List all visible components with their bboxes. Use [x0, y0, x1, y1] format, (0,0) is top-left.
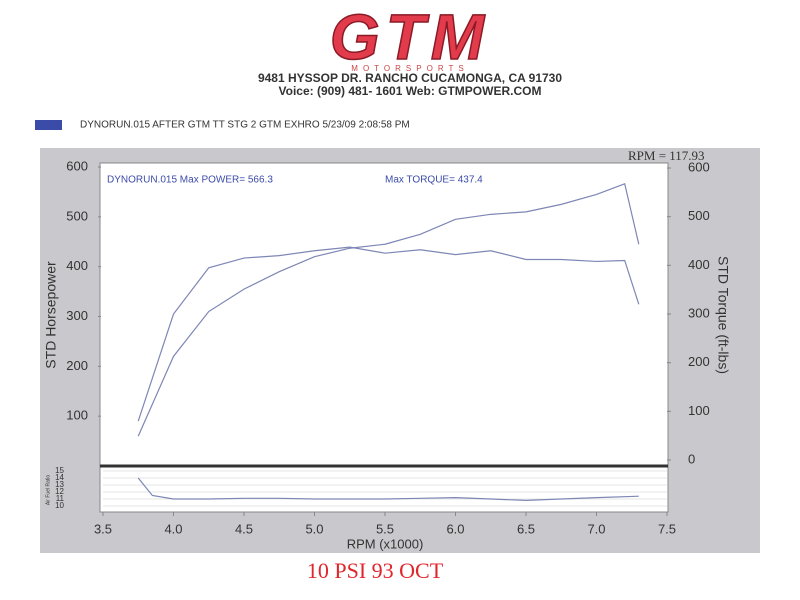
y-tick-label: 100 — [66, 408, 88, 423]
annotation: DYNORUN.015 Max POWER= 566.3 — [107, 175, 273, 186]
x-tick-label: 6.5 — [517, 521, 535, 536]
afr-plot-area — [99, 466, 669, 513]
x-tick-label: 7.5 — [658, 521, 676, 536]
y-tick-label: 15 — [55, 466, 64, 475]
y-tick-label: 300 — [66, 308, 88, 323]
x-tick-label: 4.0 — [164, 521, 182, 536]
y-tick-label: 13 — [55, 480, 64, 489]
logo: GTM — [330, 1, 490, 73]
y2-axis-label: STD Torque (ft-lbs) — [715, 256, 731, 374]
annotation: Max TORQUE= 437.4 — [385, 175, 483, 186]
x-tick-label: 4.5 — [235, 521, 253, 536]
y-axis-label: STD Horsepower — [43, 261, 59, 369]
data-line — [137, 477, 639, 502]
data-line — [137, 182, 640, 437]
logo-sub: MOTORSPORTS — [351, 64, 468, 73]
x-tick-label: 3.5 — [94, 521, 112, 536]
contact: Voice: (909) 481- 1601 Web: GTMPOWER.COM — [279, 84, 542, 98]
y-tick-label: 400 — [66, 258, 88, 273]
footer-note: 10 PSI 93 OCT — [307, 558, 444, 583]
y2-tick-label: 500 — [688, 208, 710, 223]
y2-tick-label: 400 — [688, 257, 710, 272]
y-tick-label: 500 — [66, 208, 88, 223]
y2-tick-label: 100 — [688, 403, 710, 418]
afr-axis-label: Air Fuel Ratio — [45, 475, 51, 506]
legend-label: DYNORUN.015 AFTER GTM TT STG 2 GTM EXHRO… — [80, 120, 410, 131]
y2-tick-label: 600 — [688, 159, 710, 174]
x-tick-label: 5.0 — [305, 521, 323, 536]
address: 9481 HYSSOP DR. RANCHO CUCAMONGA, CA 917… — [258, 71, 562, 85]
y2-tick-label: 0 — [688, 451, 695, 466]
y-tick-label: 14 — [55, 473, 64, 482]
annotation: RPM = 117.93 — [628, 148, 705, 163]
data-line — [137, 246, 640, 422]
y-tick-label: 10 — [55, 501, 64, 510]
y-tick-label: 12 — [55, 487, 64, 496]
x-tick-label: 6.0 — [446, 521, 464, 536]
x-tick-label: 5.5 — [376, 521, 394, 536]
y2-tick-label: 200 — [688, 354, 710, 369]
x-axis-label: RPM (x1000) — [347, 536, 424, 551]
y-tick-label: 11 — [56, 494, 65, 503]
legend-swatch — [35, 120, 62, 130]
y-tick-label: 600 — [66, 158, 88, 173]
y-tick-label: 200 — [66, 358, 88, 373]
plot-area — [99, 162, 669, 467]
x-tick-label: 7.0 — [587, 521, 605, 536]
y2-tick-label: 300 — [688, 305, 710, 320]
